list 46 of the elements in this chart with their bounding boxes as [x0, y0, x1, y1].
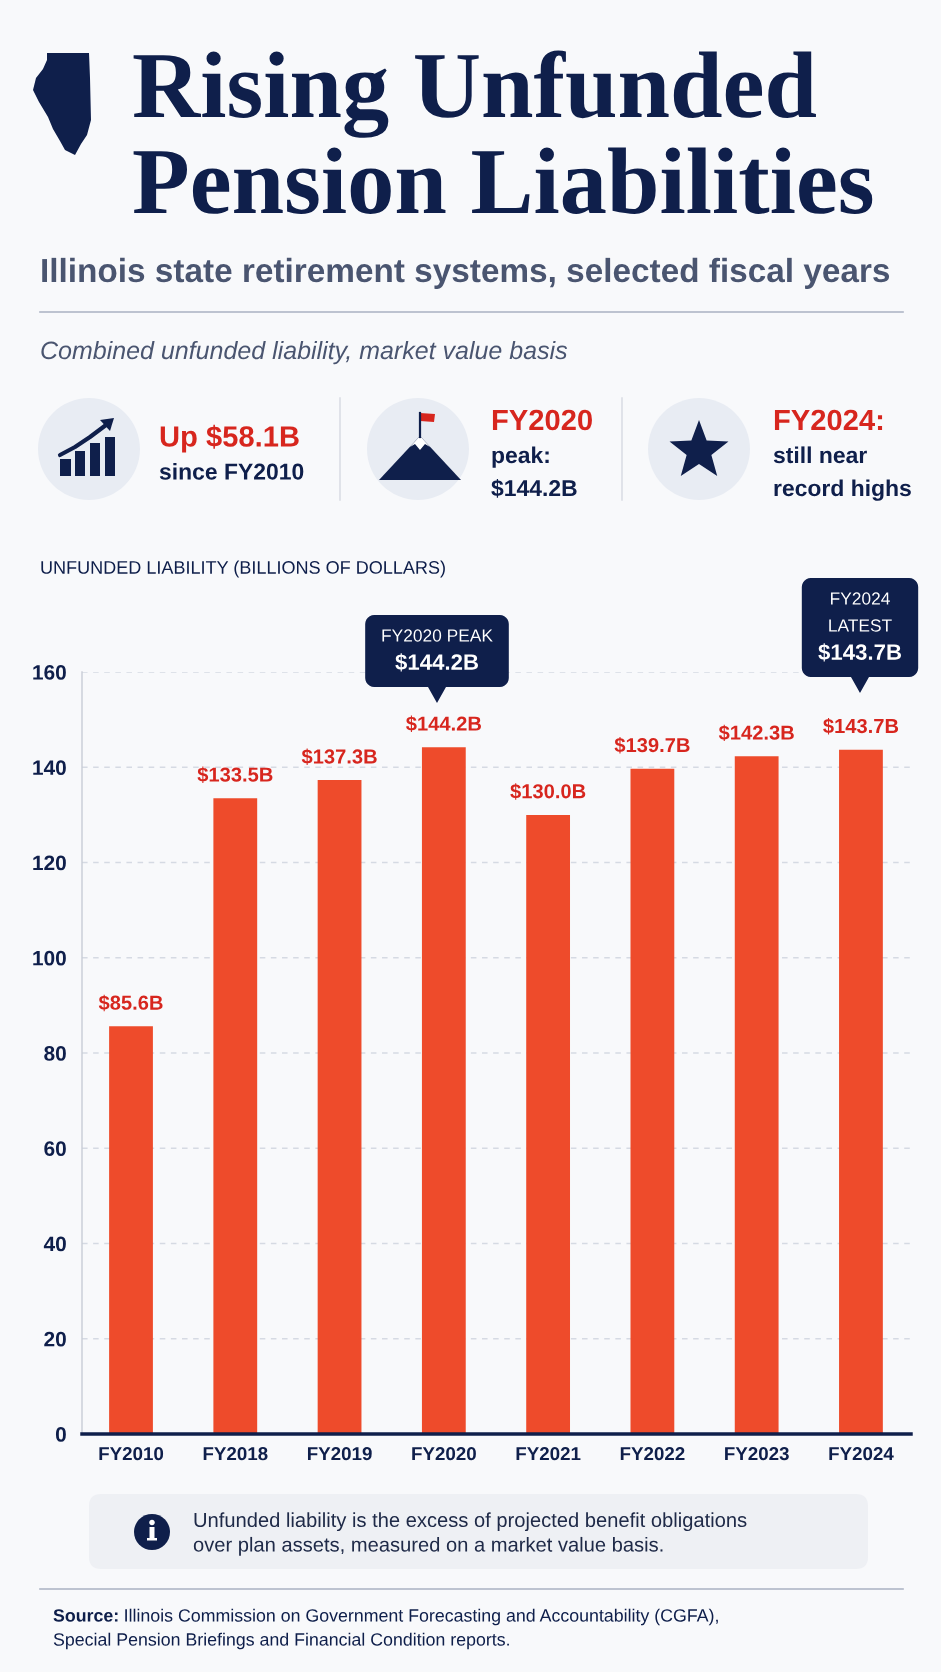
y-tick-label: 20 [44, 1331, 66, 1347]
text: Illinois Commission on Government Forecasting and Accountability (CGFA), [125, 1608, 718, 1626]
data-label: $142.3B [718, 724, 794, 742]
bar [734, 756, 779, 1434]
data-label: $137.3B [301, 748, 377, 765]
y-tick-label: 40 [43, 1236, 66, 1252]
data-label: $143.7B [823, 718, 899, 735]
source-note: Source: [53, 1609, 118, 1622]
text: Special Pension Briefings and Financial Condition reports. [53, 1632, 509, 1650]
text: Unfunded liability is the excess of projected benefit obligations over plan assets, measured on a market value basis. [193, 1512, 747, 1556]
text: FY2024 LATEST $143.7B [818, 592, 901, 662]
x-tick-label: FY2022 [620, 1447, 685, 1461]
bar [421, 747, 466, 1434]
text: Up $58.1B since FY2010 [159, 424, 304, 480]
x-tick-label: FY2024 [829, 1447, 894, 1461]
text: FY2020 PEAK $144.2B [382, 629, 493, 672]
bar [213, 798, 258, 1434]
chart-title: Rising Unfunded Pension Liabilities [133, 50, 873, 214]
bar [526, 814, 571, 1434]
data-label: $85.6B [98, 994, 163, 1012]
data-label: $133.5B [197, 766, 273, 784]
x-tick-label: FY2023 [725, 1447, 789, 1461]
x-tick-label: FY2021 [516, 1447, 581, 1461]
data-label: $144.2B [406, 715, 481, 733]
x-tick-label: FY2020 [412, 1447, 476, 1461]
y-tick-label: 140 [33, 760, 66, 775]
x-tick-label: FY2010 [99, 1447, 164, 1461]
bar [839, 749, 883, 1434]
bar [317, 780, 362, 1434]
data-label: $130.0B [510, 783, 586, 800]
text: FY2020 peak: $144.2B [491, 409, 592, 498]
y-tick-label: 80 [44, 1046, 66, 1061]
y-tick-label: 0 [55, 1427, 66, 1442]
data-label: $139.7B [614, 737, 690, 754]
y-tick-label: 60 [44, 1141, 66, 1156]
bar [630, 768, 675, 1434]
y-tick-label: 100 [33, 950, 66, 966]
bar [109, 1026, 153, 1434]
text: FY2024: still near record highs [773, 409, 911, 501]
text: UNFUNDED LIABILITY (BILLIONS OF DOLLARS) [41, 560, 445, 578]
y-tick-label: 120 [33, 855, 66, 871]
chart-subtitle: Illinois state retirement systems, selected fiscal years [42, 257, 890, 289]
x-tick-label: FY2019 [307, 1447, 372, 1461]
x-tick-label: FY2018 [203, 1447, 268, 1461]
y-tick-label: 160 [33, 665, 66, 680]
text: Combined unfunded liability, market value basis [41, 340, 568, 365]
